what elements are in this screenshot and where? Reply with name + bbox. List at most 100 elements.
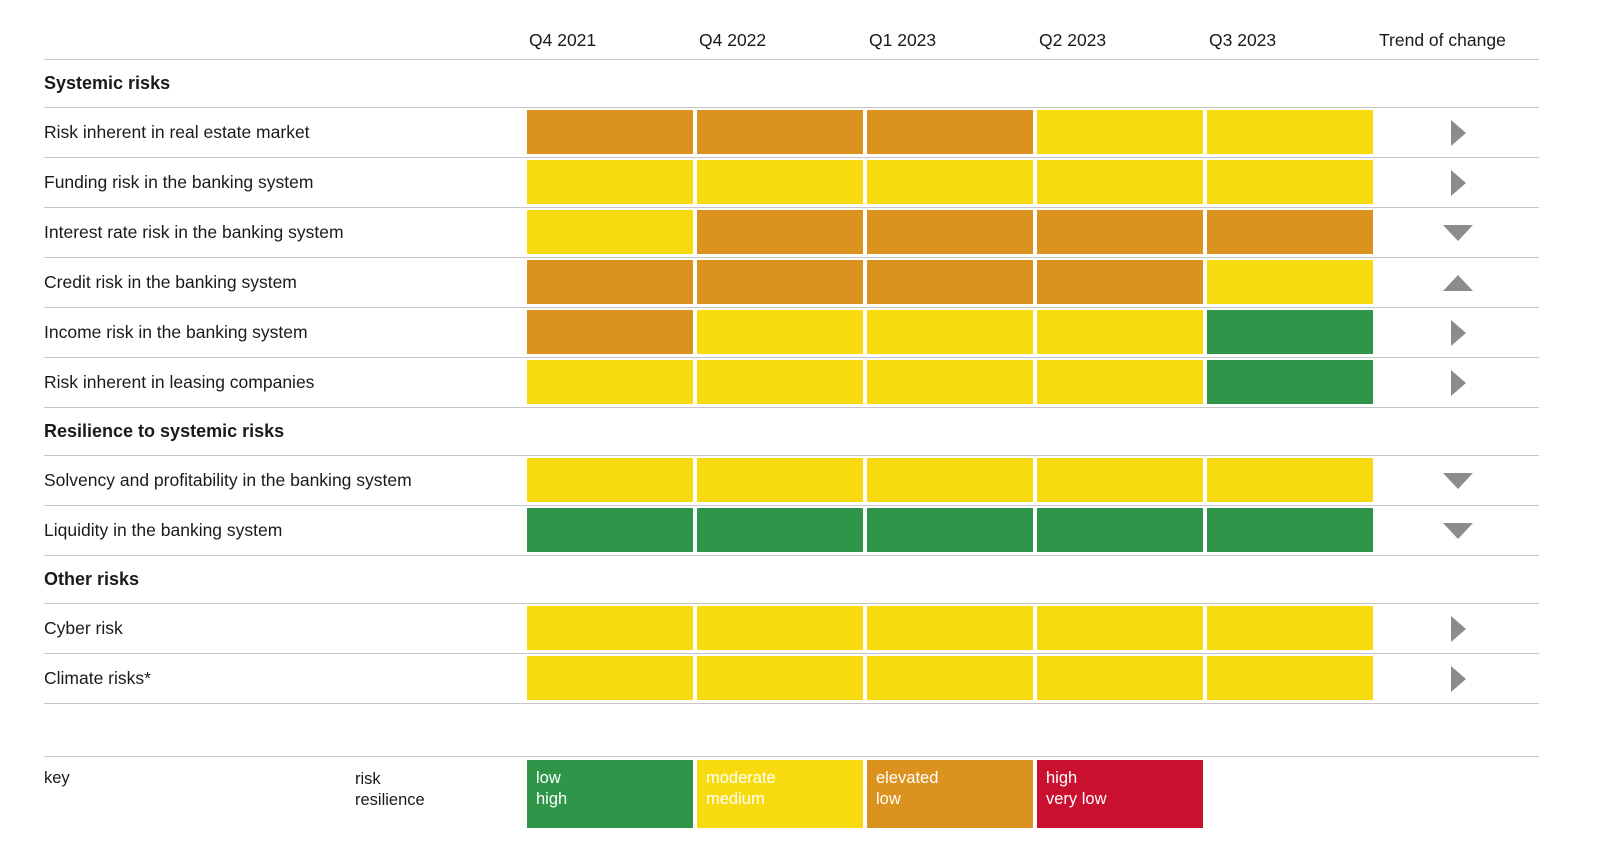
- risk-cell-moderate: [1207, 260, 1373, 304]
- risk-heatmap-figure: Q4 2021 Q4 2022 Q1 2023 Q2 2023 Q3 2023 Trend…: [44, 26, 1539, 828]
- trend-cell: [1377, 258, 1539, 307]
- column-header-q2-2023: Q2 2023: [1039, 30, 1107, 50]
- risk-cell-elevated: [527, 110, 693, 154]
- legend-box-resilience-label: very low: [1046, 790, 1107, 808]
- row-label: Liquidity in the banking system: [44, 520, 283, 540]
- legend-box-resilience-label: low: [876, 790, 901, 808]
- risk-cell-elevated: [527, 260, 693, 304]
- legend-box-moderate: moderate medium: [697, 760, 863, 828]
- trend-cell: [1377, 654, 1539, 703]
- trend-down-icon: [1443, 522, 1473, 539]
- risk-cell-moderate: [867, 310, 1033, 354]
- row-label: Credit risk in the banking system: [44, 272, 297, 292]
- column-header-q4-2021: Q4 2021: [529, 30, 597, 50]
- risk-cell-moderate: [527, 656, 693, 700]
- legend-scale-risk-label: risk: [355, 770, 381, 788]
- column-header-q4-2022: Q4 2022: [699, 30, 767, 50]
- risk-cell-moderate: [1207, 110, 1373, 154]
- trend-right-icon: [1450, 319, 1466, 346]
- risk-cell-moderate: [697, 310, 863, 354]
- legend-key-label: key: [44, 769, 70, 787]
- risk-cell-moderate: [867, 606, 1033, 650]
- risk-cell-moderate: [527, 160, 693, 204]
- risk-cell-moderate: [527, 210, 693, 254]
- risk-cell-moderate: [1037, 656, 1203, 700]
- trend-right-icon: [1450, 665, 1466, 692]
- table-row: Solvency and profitability in the bankin…: [44, 456, 1539, 506]
- risk-cell-low: [697, 508, 863, 552]
- risk-cell-moderate: [697, 656, 863, 700]
- legend-box-elevated: elevated low: [867, 760, 1033, 828]
- risk-cell-moderate: [1037, 606, 1203, 650]
- section-title: Systemic risks: [44, 73, 171, 93]
- risk-cell-elevated: [697, 110, 863, 154]
- row-label: Funding risk in the banking system: [44, 172, 314, 192]
- legend-box-risk-label: moderate: [706, 769, 776, 787]
- risk-cell-moderate: [527, 606, 693, 650]
- trend-right-icon: [1450, 119, 1466, 146]
- risk-cell-elevated: [527, 310, 693, 354]
- risk-cell-moderate: [1207, 656, 1373, 700]
- trend-up-icon: [1443, 274, 1473, 291]
- risk-cell-moderate: [1037, 110, 1203, 154]
- risk-cell-elevated: [697, 210, 863, 254]
- risk-cell-moderate: [1037, 360, 1203, 404]
- trend-cell: [1377, 308, 1539, 357]
- risk-cell-low: [1207, 310, 1373, 354]
- table-body: Systemic risks Risk inherent in real esta…: [44, 60, 1539, 704]
- legend-box-risk-label: low: [536, 769, 561, 787]
- risk-cell-moderate: [697, 160, 863, 204]
- section-header-row: Resilience to systemic risks: [44, 408, 1539, 456]
- risk-cell-elevated: [1037, 260, 1203, 304]
- legend-box-risk-label: high: [1046, 769, 1078, 787]
- trend-down-icon: [1443, 472, 1473, 489]
- risk-cell-low: [1207, 508, 1373, 552]
- risk-cell-low: [527, 508, 693, 552]
- legend-box-low: low high: [527, 760, 693, 828]
- legend-scale-resilience-label: resilience: [355, 791, 425, 809]
- table-row: Risk inherent in real estate market: [44, 108, 1539, 158]
- legend-box-resilience-label: medium: [706, 790, 765, 808]
- risk-cell-elevated: [867, 210, 1033, 254]
- section-header-row: Systemic risks: [44, 60, 1539, 108]
- risk-cell-moderate: [867, 458, 1033, 502]
- risk-cell-moderate: [867, 360, 1033, 404]
- risk-cell-moderate: [1037, 458, 1203, 502]
- trend-cell: [1377, 358, 1539, 407]
- column-header-trend: Trend of change: [1379, 30, 1506, 50]
- trend-cell: [1377, 208, 1539, 257]
- section-title: Resilience to systemic risks: [44, 421, 285, 441]
- trend-right-icon: [1450, 615, 1466, 642]
- trend-cell: [1377, 158, 1539, 207]
- table-row: Credit risk in the banking system: [44, 258, 1539, 308]
- row-label: Cyber risk: [44, 618, 123, 638]
- risk-cell-elevated: [697, 260, 863, 304]
- trend-cell: [1377, 456, 1539, 505]
- row-label: Income risk in the banking system: [44, 322, 308, 342]
- legend-box-risk-label: elevated: [876, 769, 939, 787]
- table-row: Income risk in the banking system: [44, 308, 1539, 358]
- legend-row: key risk resilience low high moderate mediu…: [44, 756, 1539, 828]
- risk-cell-elevated: [867, 110, 1033, 154]
- trend-cell: [1377, 108, 1539, 157]
- row-label: Climate risks*: [44, 668, 151, 688]
- table-row: Risk inherent in leasing companies: [44, 358, 1539, 408]
- legend-label-cell: key risk resilience: [44, 757, 523, 828]
- section-title: Other risks: [44, 569, 140, 589]
- risk-cell-moderate: [1037, 310, 1203, 354]
- legend-box-high: high very low: [1037, 760, 1203, 828]
- risk-cell-low: [1207, 360, 1373, 404]
- legend-scale-labels: risk resilience: [355, 769, 425, 811]
- risk-cell-moderate: [527, 458, 693, 502]
- risk-cell-moderate: [1207, 458, 1373, 502]
- risk-cell-moderate: [697, 458, 863, 502]
- risk-cell-moderate: [867, 160, 1033, 204]
- trend-down-icon: [1443, 224, 1473, 241]
- risk-cell-elevated: [1207, 210, 1373, 254]
- trend-right-icon: [1450, 169, 1466, 196]
- risk-cell-moderate: [697, 360, 863, 404]
- legend-box-resilience-label: high: [536, 790, 568, 808]
- risk-cell-moderate: [867, 656, 1033, 700]
- risk-cell-elevated: [867, 260, 1033, 304]
- trend-cell: [1377, 604, 1539, 653]
